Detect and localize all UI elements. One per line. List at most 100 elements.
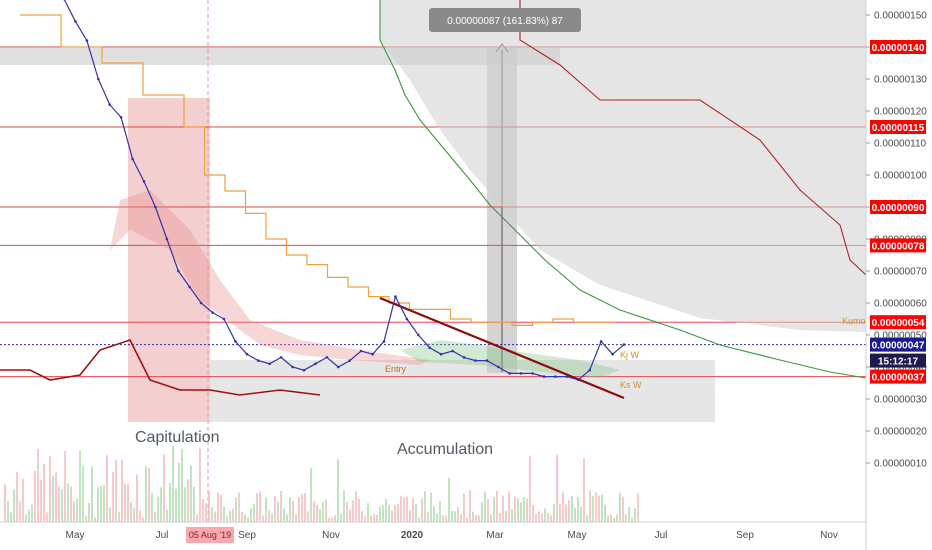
volume-bar <box>637 493 639 522</box>
volume-bar <box>451 511 453 522</box>
volume-bar <box>313 500 315 522</box>
volume-bar <box>136 474 138 522</box>
volume-bar <box>238 492 240 522</box>
volume-bar <box>214 511 216 522</box>
volume-bar <box>19 501 21 522</box>
senkou-red-line <box>519 0 867 276</box>
volume-bar <box>376 514 378 522</box>
volume-bar <box>280 491 282 522</box>
volume-bar <box>490 514 492 522</box>
volume-bar <box>607 515 609 522</box>
price-tag <box>870 238 926 253</box>
volume-bar <box>484 491 486 522</box>
volume-bar <box>430 492 432 522</box>
y-tick-label: 0.00000100 <box>874 171 927 182</box>
volume-bar <box>163 454 165 522</box>
kumo-bearish <box>110 190 430 365</box>
volume-bar <box>184 487 186 522</box>
volume-bar <box>580 506 582 522</box>
volume-bar <box>52 475 54 522</box>
volume-bar <box>385 499 387 522</box>
price-tag <box>870 40 926 54</box>
volume-bar <box>37 449 39 522</box>
volume-bar <box>415 504 417 522</box>
volume-bar <box>310 468 312 522</box>
volume-bar <box>631 517 633 522</box>
volume-bar <box>112 471 114 522</box>
volume-bar <box>76 499 78 522</box>
volume-bar <box>247 517 249 522</box>
volume-bar <box>565 504 567 522</box>
volume-bar <box>616 514 618 522</box>
price-tag <box>870 369 926 384</box>
volume-bar <box>532 504 534 522</box>
x-tick-label: Jul <box>156 530 169 541</box>
volume-bar <box>625 514 627 522</box>
volume-bar <box>91 466 93 522</box>
volume-bar <box>334 515 336 522</box>
volume-bar <box>64 451 66 522</box>
date-marker-box <box>186 527 234 543</box>
senkou-b-line <box>379 0 867 379</box>
volume-bar <box>181 448 183 522</box>
volume-bar <box>523 496 525 522</box>
volume-bar <box>589 490 591 522</box>
volume-bar <box>604 504 606 522</box>
volume-bar <box>388 504 390 522</box>
price-line <box>63 0 625 381</box>
volume-bar <box>337 459 339 522</box>
volume-bar <box>40 479 42 522</box>
y-tick-label: 0.00000070 <box>874 267 927 278</box>
volume-bars <box>4 445 639 522</box>
volume-bar <box>28 509 30 522</box>
volume-bar <box>304 493 306 522</box>
price-tag-label: 0.00000037 <box>872 373 925 384</box>
y-tick-label: 0.00000130 <box>874 75 927 86</box>
volume-bar <box>346 502 348 522</box>
volume-bar <box>550 515 552 522</box>
volume-bar <box>217 492 219 522</box>
volume-bar <box>271 513 273 522</box>
volume-bar <box>67 483 69 522</box>
y-tick-label: 0.00000050 <box>874 331 927 342</box>
volume-bar <box>100 486 102 522</box>
annotations: 0.00000087 (161.83%) 87 Capitulation Acc… <box>135 8 866 458</box>
volume-bar <box>79 450 81 522</box>
volume-bar <box>496 490 498 522</box>
volume-bar <box>175 488 177 522</box>
volume-bar <box>256 493 258 522</box>
volume-bar <box>613 517 615 522</box>
volume-bar <box>460 514 462 522</box>
volume-bar <box>475 514 477 522</box>
volume-bar <box>544 508 546 522</box>
volume-bar <box>571 495 573 522</box>
volume-bar <box>529 455 531 522</box>
y-axis-panel <box>866 0 932 550</box>
kumo-bullish <box>400 340 620 378</box>
volume-bar <box>4 483 6 522</box>
volume-bar <box>97 487 99 522</box>
volume-bar <box>220 494 222 522</box>
volume-bar <box>562 492 564 522</box>
x-tick-label: 2020 <box>401 530 424 541</box>
volume-bar <box>82 465 84 522</box>
volume-bar <box>493 496 495 522</box>
volume-bar <box>445 515 447 522</box>
x-tick-label: Nov <box>820 530 838 541</box>
x-tick-label: Mar <box>486 530 504 541</box>
volume-bar <box>400 496 402 522</box>
series-line <box>20 14 615 326</box>
volume-bar <box>472 511 474 522</box>
volume-bar <box>409 510 411 522</box>
annotation-kijun: Kj W <box>620 350 640 360</box>
ichimoku-cloud <box>110 0 866 378</box>
volume-bar <box>421 498 423 522</box>
volume-bar <box>343 490 345 522</box>
price-tags: 0.00000140 0.00000115 0.00000090 0.00000078… <box>870 40 926 384</box>
volume-bar <box>463 493 465 522</box>
volume-bar <box>457 506 459 522</box>
volume-bar <box>295 514 297 522</box>
volume-bar <box>118 512 120 522</box>
